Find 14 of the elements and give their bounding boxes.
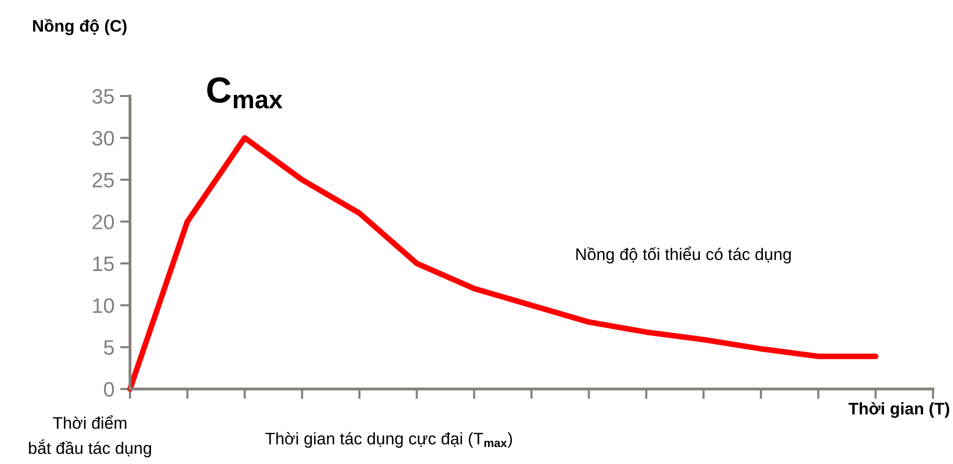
annotation: Nồng độ tối thiểu có tác dụng — [576, 246, 791, 264]
y-tick-label: 5 — [104, 340, 114, 355]
y-tick-label: 15 — [93, 256, 114, 272]
y-axis-title: Nồng độ (C) — [33, 18, 127, 36]
y-tick-label: 35 — [92, 89, 114, 104]
y-tick-label: 25 — [92, 172, 114, 188]
y-tick-label: 20 — [92, 214, 114, 230]
text: Thời điểm bắt đầu tác dụng — [28, 415, 152, 458]
annotation: C$_{max}$ — [207, 77, 283, 108]
y-tick-label: 0 — [104, 382, 114, 397]
y-tick-label: 30 — [92, 130, 114, 146]
x-axis-title: Thời gian (T) — [848, 402, 950, 418]
text: Thời gian tác dụng cực đại (T$_{max}$) — [265, 432, 512, 448]
y-tick-label: 10 — [93, 298, 114, 314]
